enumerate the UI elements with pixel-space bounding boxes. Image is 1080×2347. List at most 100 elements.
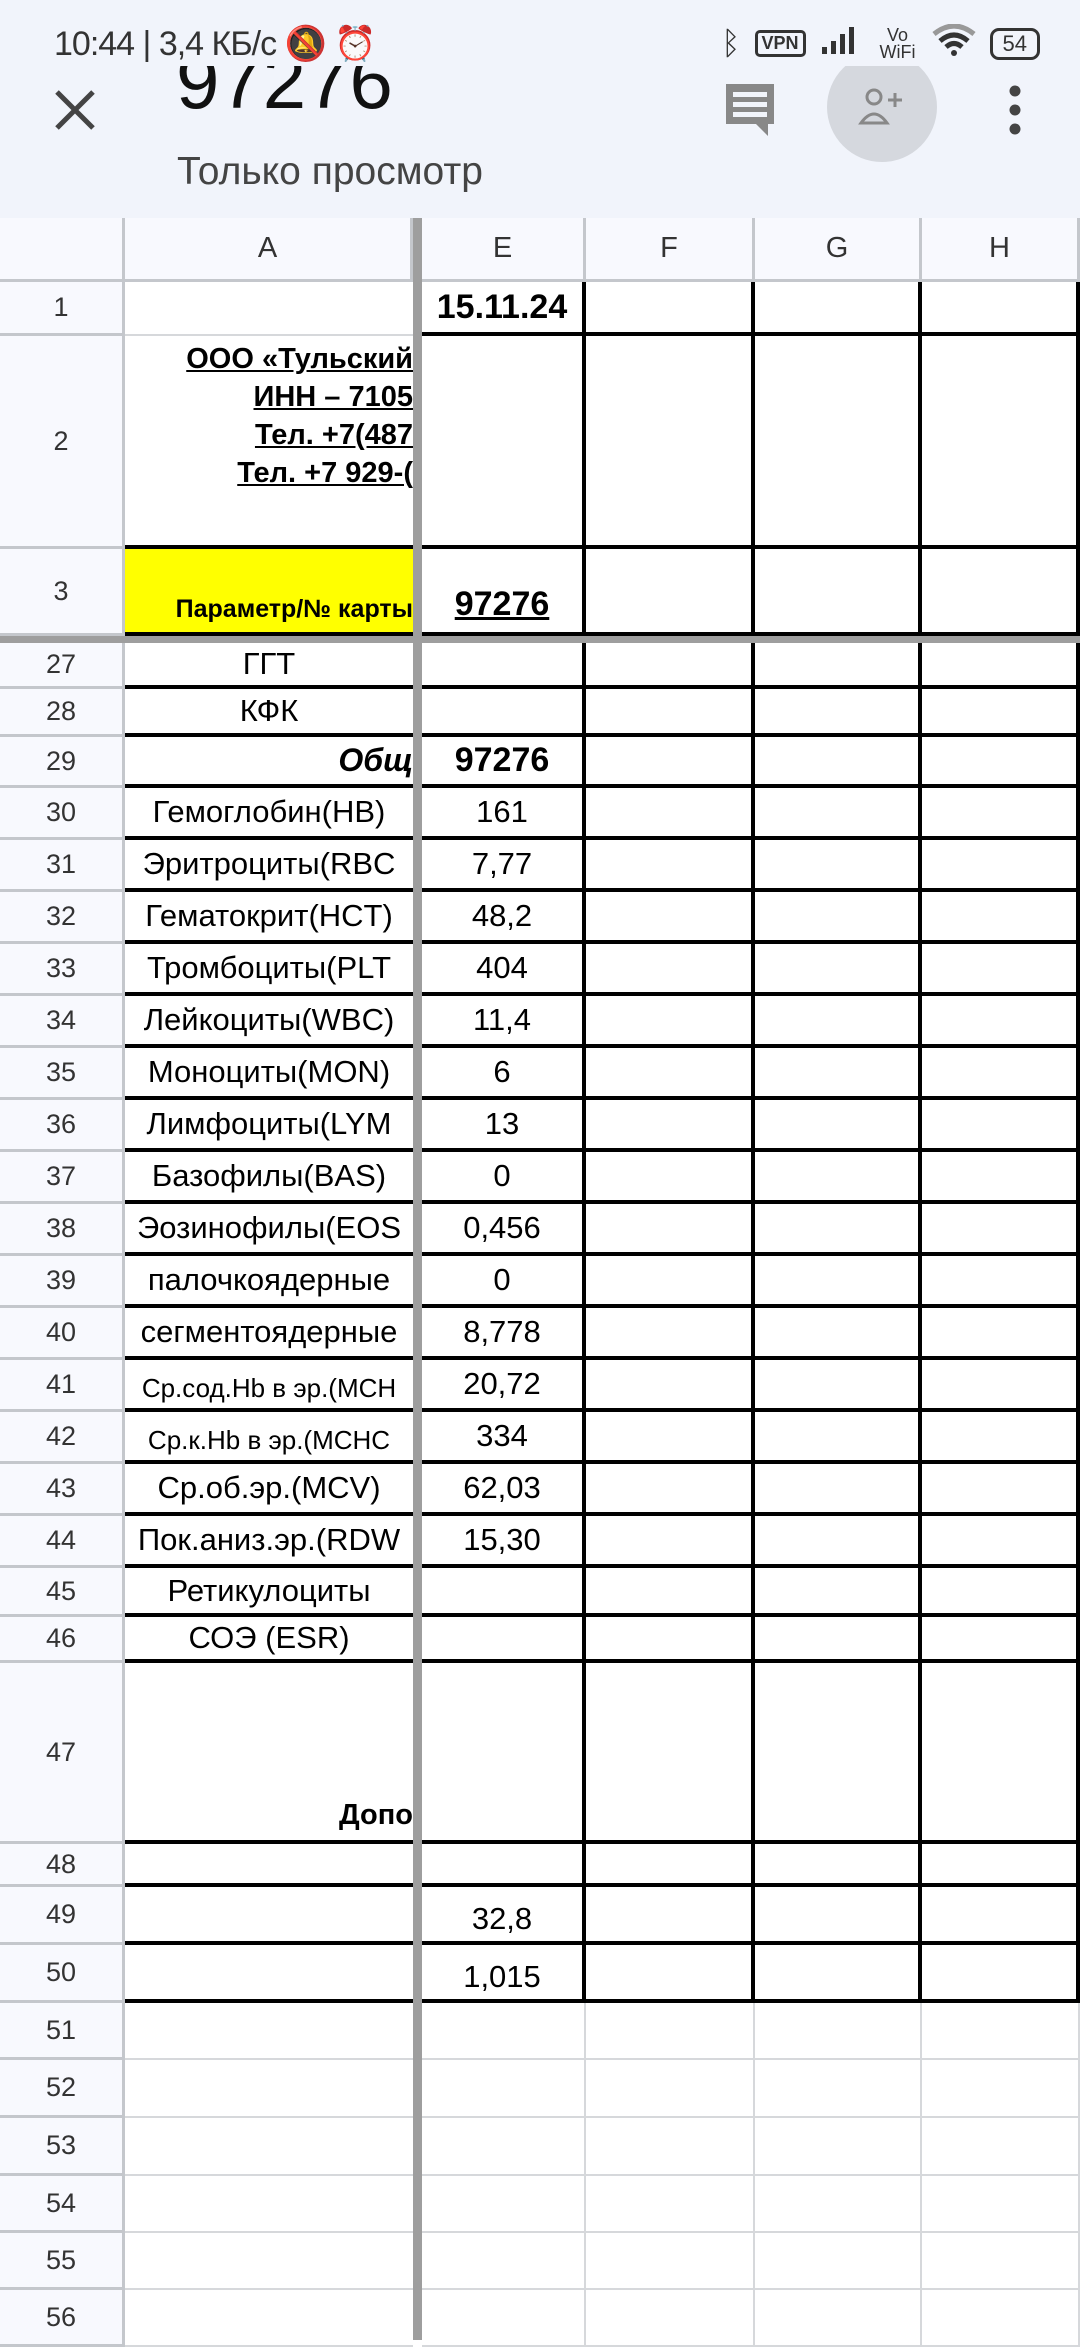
row-header-39[interactable]: 39 (0, 1256, 125, 1308)
cell-e45[interactable] (422, 1568, 586, 1617)
cell-a36[interactable]: Лимфоциты(LYM (125, 1100, 413, 1152)
cell-h51[interactable] (922, 2003, 1080, 2060)
cell-f1[interactable] (586, 282, 755, 336)
column-header-a[interactable]: A (125, 218, 413, 282)
cell-f2[interactable] (586, 336, 755, 549)
cell-f28[interactable] (586, 689, 755, 737)
cell-a45[interactable]: Ретикулоциты (125, 1568, 413, 1617)
cell-h41[interactable] (922, 1360, 1080, 1412)
cell-f30[interactable] (586, 788, 755, 840)
cell-h49[interactable] (922, 1887, 1080, 1945)
cell-f56[interactable] (586, 2290, 755, 2347)
cell-a56[interactable] (125, 2290, 413, 2347)
cell-f47[interactable] (586, 1663, 755, 1844)
row-header-31[interactable]: 31 (0, 840, 125, 892)
cell-a43[interactable]: Ср.об.эр.(MCV) (125, 1464, 413, 1516)
cell-g33[interactable] (755, 944, 922, 996)
cell-a32[interactable]: Гематокрит(HCT) (125, 892, 413, 944)
cell-g27[interactable] (755, 643, 922, 689)
row-header-44[interactable]: 44 (0, 1516, 125, 1568)
row-header-3[interactable]: 3 (0, 549, 125, 636)
cell-g55[interactable] (755, 2233, 922, 2290)
cell-h34[interactable] (922, 996, 1080, 1048)
column-header-h[interactable]: H (922, 218, 1080, 282)
cell-f42[interactable] (586, 1412, 755, 1464)
row-header-37[interactable]: 37 (0, 1152, 125, 1204)
column-header-g[interactable]: G (755, 218, 922, 282)
cell-e47[interactable] (422, 1663, 586, 1844)
row-header-29[interactable]: 29 (0, 737, 125, 788)
cell-e40[interactable]: 8,778 (422, 1308, 586, 1360)
cell-g37[interactable] (755, 1152, 922, 1204)
cell-f3[interactable] (586, 549, 755, 636)
cell-f54[interactable] (586, 2176, 755, 2233)
cell-a30[interactable]: Гемоглобин(HB) (125, 788, 413, 840)
cell-e52[interactable] (422, 2060, 586, 2118)
cell-h55[interactable] (922, 2233, 1080, 2290)
cell-h29[interactable] (922, 737, 1080, 788)
cell-e50[interactable]: 1,015 (422, 1945, 586, 2003)
row-header-55[interactable]: 55 (0, 2233, 125, 2290)
cell-g1[interactable] (755, 282, 922, 336)
row-header-42[interactable]: 42 (0, 1412, 125, 1464)
cell-g31[interactable] (755, 840, 922, 892)
cell-e31[interactable]: 7,77 (422, 840, 586, 892)
cell-a34[interactable]: Лейкоциты(WBC) (125, 996, 413, 1048)
cell-a2[interactable]: ООО «Тульский ИНН – 7105 Тел. +7(487 Тел. +… (125, 336, 413, 549)
row-header-49[interactable]: 49 (0, 1887, 125, 1945)
cell-a51[interactable] (125, 2003, 413, 2060)
cell-a38[interactable]: Эозинофилы(EOS (125, 1204, 413, 1256)
cell-h35[interactable] (922, 1048, 1080, 1100)
row-header-27[interactable]: 27 (0, 643, 125, 689)
cell-g46[interactable] (755, 1617, 922, 1663)
cell-h36[interactable] (922, 1100, 1080, 1152)
cell-a49[interactable] (125, 1887, 413, 1945)
cell-e27[interactable] (422, 643, 586, 689)
cell-g52[interactable] (755, 2060, 922, 2118)
cell-e38[interactable]: 0,456 (422, 1204, 586, 1256)
cell-a27[interactable]: ГГТ (125, 643, 413, 689)
cell-a40[interactable]: сегментоядерные (125, 1308, 413, 1360)
cell-h28[interactable] (922, 689, 1080, 737)
row-header-45[interactable]: 45 (0, 1568, 125, 1617)
cell-a33[interactable]: Тромбоциты(PLT (125, 944, 413, 996)
cell-a37[interactable]: Базофилы(BAS) (125, 1152, 413, 1204)
cell-e41[interactable]: 20,72 (422, 1360, 586, 1412)
cell-h44[interactable] (922, 1516, 1080, 1568)
cell-g45[interactable] (755, 1568, 922, 1617)
cell-f51[interactable] (586, 2003, 755, 2060)
cell-h32[interactable] (922, 892, 1080, 944)
cell-a28[interactable]: КФК (125, 689, 413, 737)
cell-e29[interactable]: 97276 (422, 737, 586, 788)
cell-f49[interactable] (586, 1887, 755, 1945)
row-header-35[interactable]: 35 (0, 1048, 125, 1100)
row-header-52[interactable]: 52 (0, 2060, 125, 2118)
cell-a46[interactable]: СОЭ (ESR) (125, 1617, 413, 1663)
cell-e43[interactable]: 62,03 (422, 1464, 586, 1516)
cell-h2[interactable] (922, 336, 1080, 549)
cell-h33[interactable] (922, 944, 1080, 996)
cell-f36[interactable] (586, 1100, 755, 1152)
cell-g54[interactable] (755, 2176, 922, 2233)
cell-g50[interactable] (755, 1945, 922, 2003)
row-header-56[interactable]: 56 (0, 2290, 125, 2347)
cell-f38[interactable] (586, 1204, 755, 1256)
cell-e35[interactable]: 6 (422, 1048, 586, 1100)
cell-h53[interactable] (922, 2118, 1080, 2176)
cell-g3[interactable] (755, 549, 922, 636)
cell-g40[interactable] (755, 1308, 922, 1360)
row-header-51[interactable]: 51 (0, 2003, 125, 2060)
cell-g44[interactable] (755, 1516, 922, 1568)
cell-a55[interactable] (125, 2233, 413, 2290)
cell-f31[interactable] (586, 840, 755, 892)
cell-g53[interactable] (755, 2118, 922, 2176)
cell-g28[interactable] (755, 689, 922, 737)
row-header-48[interactable]: 48 (0, 1844, 125, 1887)
column-header-f[interactable]: F (586, 218, 755, 282)
cell-e42[interactable]: 334 (422, 1412, 586, 1464)
spreadsheet-grid[interactable]: A E F G H 1 15.11.24 2 ООО «Тульский ИНН – 7105 Те… (0, 218, 1080, 2347)
cell-h38[interactable] (922, 1204, 1080, 1256)
cell-f48[interactable] (586, 1844, 755, 1887)
cell-f52[interactable] (586, 2060, 755, 2118)
cell-e46[interactable] (422, 1617, 586, 1663)
